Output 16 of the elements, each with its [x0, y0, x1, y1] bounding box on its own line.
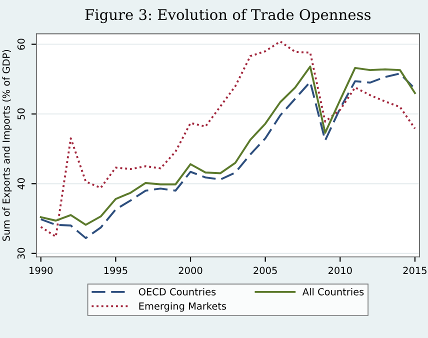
y-tick-label: 40 [17, 178, 25, 190]
y-tick-label: 30 [17, 248, 25, 259]
x-tick-label: 2005 [254, 266, 277, 274]
chart-title: Figure 3: Evolution of Trade Openness [85, 8, 371, 24]
legend-label: All Countries [302, 288, 364, 296]
x-tick-label: 1995 [104, 266, 128, 274]
x-tick-label: 1990 [30, 266, 53, 274]
line-series [40, 40, 416, 238]
x-tick-label: 2015 [403, 266, 426, 274]
legend-label: Emerging Markets [139, 302, 226, 312]
legend-label: OECD Countries [138, 288, 216, 296]
y-tick-label: 50 [17, 108, 25, 120]
y-axis-title: Sum of Exports and Imports (% of GDP) [2, 50, 12, 241]
x-tick-label: 2010 [328, 266, 352, 274]
x-tick-label: 2000 [178, 266, 202, 274]
y-tick-label: 60 [17, 38, 25, 50]
